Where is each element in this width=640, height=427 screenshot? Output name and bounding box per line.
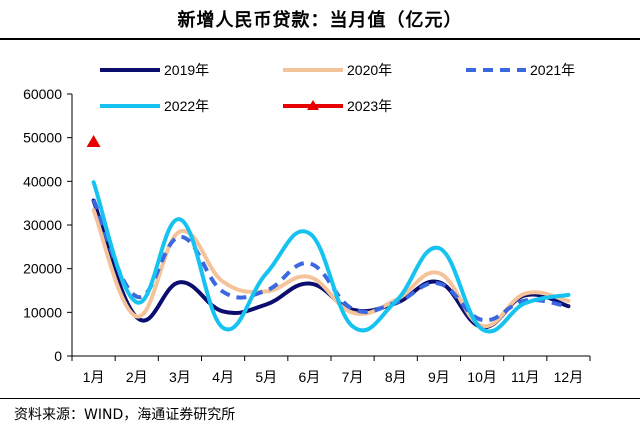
legend-marker-4 xyxy=(307,100,319,110)
series-4-triangle-marker xyxy=(86,135,101,148)
y-tick-label: 0 xyxy=(54,348,62,364)
x-tick-label: 5月 xyxy=(255,369,277,385)
legend: 2019年 2020年 2021年 2022年 2023年 xyxy=(100,62,575,114)
chart-plot: 0 10000 20000 30000 40000 50000 60000 1月 2月 3月 4月 5… xyxy=(23,62,591,385)
x-tick-label: 9月 xyxy=(428,369,450,385)
x-tick-label: 8月 xyxy=(385,369,407,385)
x-tick-label: 1月 xyxy=(83,369,105,385)
x-tick-label: 7月 xyxy=(342,369,364,385)
x-tick-label: 12月 xyxy=(554,369,584,385)
series-line-2022年 xyxy=(91,180,571,334)
series-line-2020年 xyxy=(91,208,571,329)
x-tick-label: 4月 xyxy=(212,369,234,385)
y-tick-label: 20000 xyxy=(23,261,62,277)
x-tick-label: 10月 xyxy=(467,369,497,385)
series-lines xyxy=(86,135,571,334)
y-tick-label: 60000 xyxy=(23,86,62,102)
chart-title: 新增人民币贷款：当月值（亿元） xyxy=(0,0,640,40)
source-note: 资料来源：WIND，海通证券研究所 xyxy=(0,398,640,427)
legend-label-4: 2023年 xyxy=(347,98,392,114)
y-tick-label: 30000 xyxy=(23,217,62,233)
y-tick-label: 40000 xyxy=(23,173,62,189)
axes: 0 10000 20000 30000 40000 50000 60000 1月 2月 3月 4月 5… xyxy=(23,86,591,385)
y-tick-label: 50000 xyxy=(23,130,62,146)
legend-label-1: 2020年 xyxy=(347,62,392,78)
legend-label-3: 2022年 xyxy=(164,98,209,114)
y-tick-label: 10000 xyxy=(23,304,62,320)
legend-label-2: 2021年 xyxy=(530,62,575,78)
x-tick-label: 3月 xyxy=(169,369,191,385)
x-tick-label: 2月 xyxy=(126,369,148,385)
legend-label-0: 2019年 xyxy=(164,62,209,78)
x-tick-label: 11月 xyxy=(511,369,540,385)
series-line-2021年 xyxy=(91,198,569,323)
x-tick-label: 6月 xyxy=(299,369,321,385)
